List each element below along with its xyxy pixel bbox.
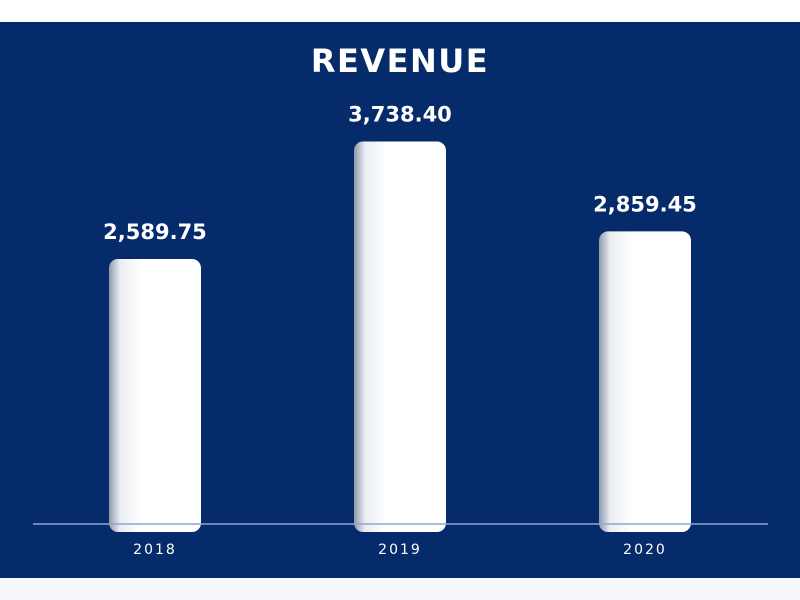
chart-title: REVENUE (311, 42, 489, 80)
x-tick-label-2019: 2019 (378, 542, 422, 558)
bar-value-label-2019: 3,738.40 (348, 102, 452, 126)
bar-value-label-2018: 2,589.75 (103, 220, 207, 244)
x-tick-label-2018: 2018 (133, 542, 177, 558)
bar-2019 (354, 141, 446, 532)
bottom-strip (0, 578, 800, 600)
bar-2018 (109, 259, 201, 532)
x-tick-label-2020: 2020 (623, 542, 667, 558)
bar-2020 (599, 231, 691, 533)
bar-value-label-2020: 2,859.45 (593, 192, 697, 216)
